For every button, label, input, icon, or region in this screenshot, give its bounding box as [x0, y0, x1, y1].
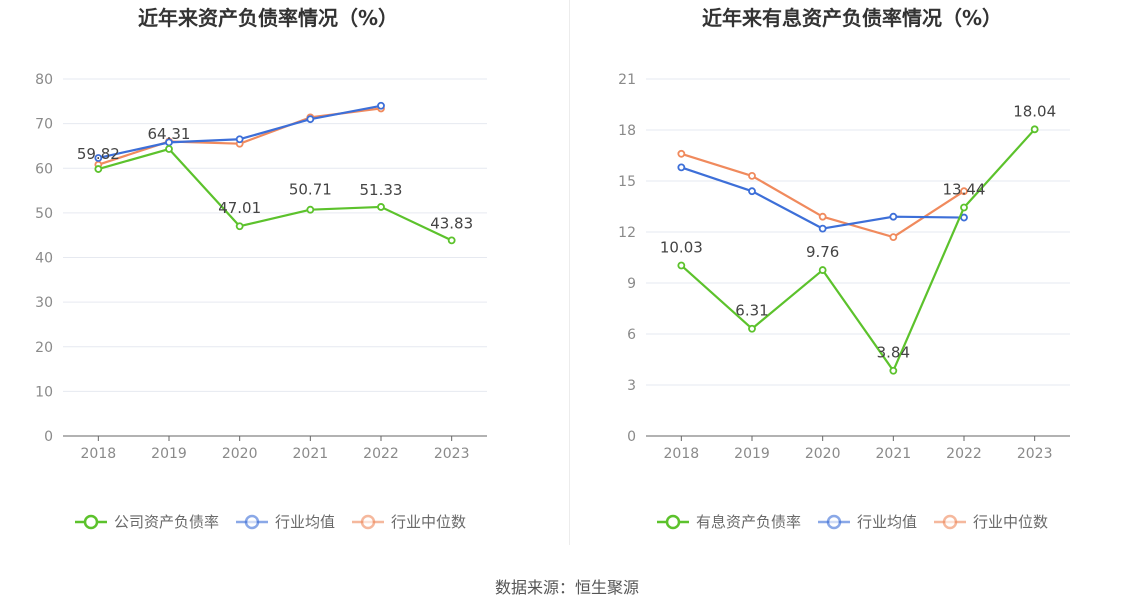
- legend-swatch-marker: [826, 514, 842, 530]
- x-tick-label: 2022: [363, 446, 399, 462]
- data-point: [235, 222, 244, 231]
- y-tick-label: 10: [35, 384, 53, 400]
- data-source-note: 数据来源：恒生聚源: [494, 578, 639, 597]
- data-point: [306, 205, 315, 214]
- x-tick-label: 2019: [151, 446, 187, 462]
- y-tick-label: 60: [35, 161, 53, 177]
- y-tick-label: 15: [618, 174, 636, 190]
- y-tick-label: 50: [35, 206, 53, 222]
- data-point: [235, 135, 244, 144]
- legend-label: 有息资产负债率: [696, 513, 801, 531]
- y-tick-label: 9: [627, 276, 636, 292]
- y-tick-label: 30: [35, 295, 53, 311]
- data-label: 50.71: [289, 181, 332, 199]
- data-label: 3.84: [877, 344, 910, 362]
- y-tick-label: 18: [618, 123, 636, 139]
- x-tick-label: 2023: [434, 446, 470, 462]
- chart-debt-ratio: 近年来资产负债率情况（%） 0 10 20 30 40 50 60 70 80 2018 2019 20…: [35, 6, 487, 531]
- y-tick-label: 0: [44, 429, 53, 445]
- data-point: [748, 324, 756, 333]
- data-label: 13.44: [943, 181, 986, 199]
- x-tick-label: 2020: [222, 446, 258, 462]
- y-tick-label: 40: [35, 251, 53, 267]
- data-point: [748, 187, 756, 196]
- data-point: [818, 212, 827, 221]
- x-tick-label: 2021: [876, 446, 912, 462]
- data-point: [377, 203, 385, 211]
- series-line-2: [681, 152, 965, 239]
- legend-swatch-marker: [83, 514, 99, 530]
- data-point: [447, 236, 456, 245]
- data-point: [960, 213, 968, 222]
- data-label: 6.31: [735, 302, 768, 320]
- x-tick-label: 2019: [734, 446, 770, 462]
- data-label: 64.31: [148, 125, 191, 143]
- series-line-0: [98, 147, 453, 242]
- x-tick-label: 2018: [81, 446, 117, 462]
- y-tick-label: 0: [627, 429, 636, 445]
- legend-swatch-marker: [942, 514, 958, 530]
- panel-divider: [569, 0, 570, 545]
- x-tick-label: 2018: [664, 446, 700, 462]
- data-point: [889, 233, 898, 242]
- chart-interest-debt-ratio: 近年来有息资产负债率情况（%） 0 3 6 9 12 15 18 21 2018 2019 2020 2…: [618, 6, 1070, 531]
- data-point: [306, 115, 315, 124]
- x-tick-label: 2022: [946, 446, 982, 462]
- chart-title: 近年来资产负债率情况（%）: [138, 6, 398, 30]
- y-tick-label: 70: [35, 117, 53, 133]
- legend-label: 行业中位数: [973, 513, 1048, 531]
- data-point: [889, 366, 898, 375]
- x-tick-label: 2020: [805, 446, 841, 462]
- y-tick-label: 6: [627, 327, 636, 343]
- series-line-0: [680, 128, 1036, 372]
- chart-title: 近年来有息资产负债率情况（%）: [702, 6, 1002, 30]
- data-label: 10.03: [660, 238, 703, 256]
- y-tick-label: 21: [618, 72, 636, 88]
- data-point: [94, 165, 103, 173]
- y-tick-label: 80: [35, 72, 53, 88]
- y-tick-label: 12: [618, 225, 636, 241]
- data-point: [677, 149, 686, 158]
- data-point: [748, 171, 756, 180]
- data-point: [165, 145, 173, 153]
- data-point: [94, 154, 103, 162]
- data-point: [677, 163, 686, 172]
- data-label: 18.04: [1013, 102, 1056, 120]
- legend-label: 行业中位数: [391, 513, 466, 531]
- data-label: 51.33: [360, 181, 403, 199]
- y-tick-label: 20: [35, 340, 53, 356]
- data-label: 43.83: [430, 214, 473, 232]
- x-tick-label: 2021: [293, 446, 329, 462]
- data-point: [1030, 125, 1039, 134]
- data-point: [818, 224, 827, 233]
- data-point: [677, 261, 686, 270]
- legend-swatch-marker: [360, 514, 376, 530]
- x-tick-label: 2023: [1017, 446, 1053, 462]
- data-label: 59.82: [77, 145, 120, 163]
- legend-label: 公司资产负债率: [114, 513, 219, 531]
- y-tick-label: 3: [627, 378, 636, 394]
- data-point: [818, 266, 827, 274]
- data-label: 47.01: [218, 199, 261, 217]
- data-point: [889, 212, 898, 221]
- legend-label: 行业均值: [857, 513, 917, 531]
- data-point: [960, 187, 968, 196]
- data-point: [960, 203, 968, 212]
- legend-swatch-marker: [665, 514, 681, 530]
- legend-swatch-marker: [244, 514, 260, 530]
- data-label: 9.76: [806, 243, 839, 261]
- data-point: [377, 101, 385, 110]
- legend-label: 行业均值: [275, 513, 335, 531]
